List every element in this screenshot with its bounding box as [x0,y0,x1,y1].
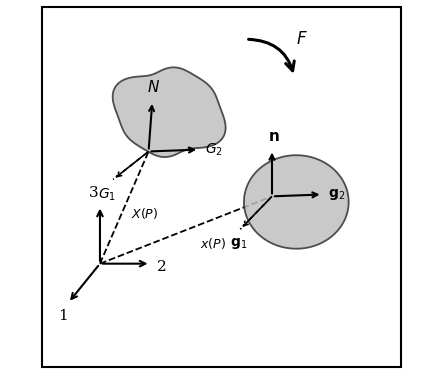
Polygon shape [113,67,225,157]
Text: 2: 2 [157,260,167,274]
Text: $x(P)$: $x(P)$ [200,236,226,251]
Text: $\mathbf{n}$: $\mathbf{n}$ [268,130,280,144]
Text: $X(P)$: $X(P)$ [131,206,159,221]
Text: $N$: $N$ [147,79,159,95]
Text: $G_2$: $G_2$ [206,141,223,158]
FancyArrowPatch shape [249,39,294,71]
Text: 3: 3 [89,186,98,200]
Text: $\mathbf{g}_2$: $\mathbf{g}_2$ [328,187,346,202]
Polygon shape [244,155,349,249]
Text: 1: 1 [58,309,68,322]
Text: $G_1$: $G_1$ [98,186,117,203]
Text: $\mathbf{g}_1$: $\mathbf{g}_1$ [229,236,247,251]
Text: $F$: $F$ [296,31,308,48]
